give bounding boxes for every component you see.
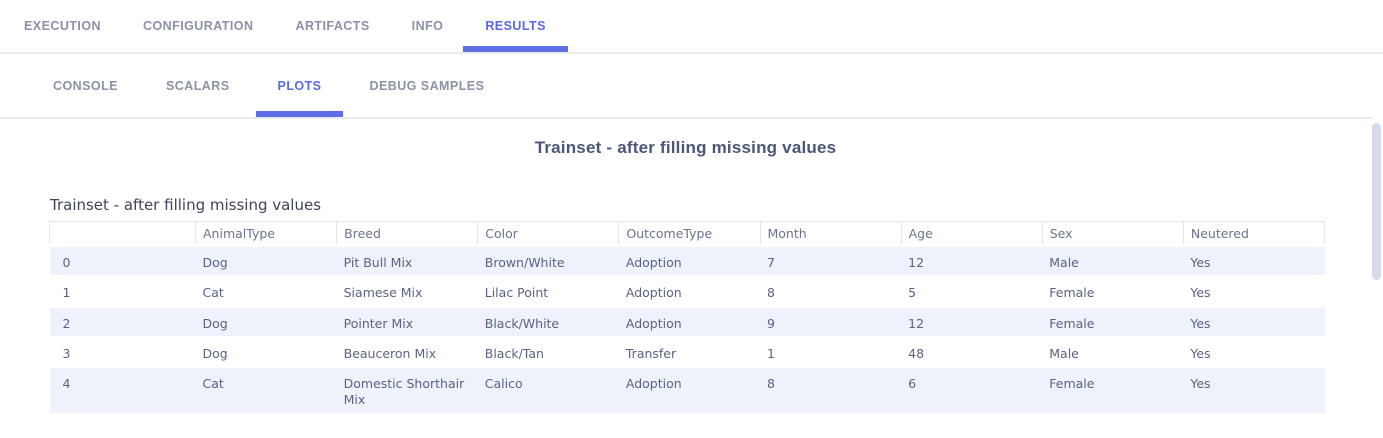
cell-neutered: Yes: [1183, 367, 1325, 415]
col-header-age: Age: [900, 221, 1043, 246]
subtab-scalars[interactable]: SCALARS: [165, 78, 230, 93]
table-row: 0 Dog Pit Bull Mix Brown/White Adoption …: [49, 244, 1325, 278]
vertical-scrollbar[interactable]: [1370, 120, 1383, 438]
cell-outcometype: Adoption: [618, 367, 760, 415]
trainset-table: AnimalType Breed Color OutcomeType Month…: [49, 221, 1326, 415]
cell-outcometype: Adoption: [618, 306, 760, 338]
results-sub-tab-bar: CONSOLE SCALARS PLOTS DEBUG SAMPLES: [0, 54, 1383, 117]
tab-execution[interactable]: EXECUTION: [24, 19, 101, 33]
cell-month: 8: [760, 367, 902, 415]
tab-info[interactable]: INFO: [411, 19, 444, 33]
cell-age: 48: [901, 336, 1043, 369]
cell-index: 4: [49, 367, 196, 415]
scrollbar-thumb[interactable]: [1372, 123, 1381, 280]
cell-color: Black/Tan: [477, 336, 619, 369]
cell-color: Lilac Point: [477, 276, 619, 308]
tab-artifacts[interactable]: ARTIFACTS: [295, 19, 370, 33]
cell-breed: Pit Bull Mix: [336, 244, 478, 278]
top-divider: [0, 52, 1383, 54]
cell-index: 3: [49, 336, 196, 369]
col-header-index: [49, 221, 196, 246]
cell-neutered: Yes: [1183, 336, 1325, 369]
cell-outcometype: Adoption: [618, 276, 760, 308]
tab-configuration[interactable]: CONFIGURATION: [142, 19, 254, 33]
cell-color: Calico: [477, 367, 619, 415]
cell-neutered: Yes: [1183, 306, 1325, 338]
col-header-neutered: Neutered: [1182, 221, 1326, 246]
cell-neutered: Yes: [1183, 244, 1325, 278]
cell-animaltype: Cat: [195, 367, 337, 415]
cell-month: 7: [760, 244, 902, 278]
figure-title: Trainset - after filling missing values: [50, 196, 322, 214]
cell-age: 12: [901, 306, 1043, 338]
cell-breed: Siamese Mix: [336, 276, 478, 308]
cell-sex: Female: [1042, 367, 1184, 415]
cell-month: 8: [760, 276, 902, 308]
col-header-month: Month: [759, 221, 902, 246]
cell-animaltype: Dog: [195, 336, 337, 369]
cell-sex: Female: [1042, 306, 1184, 338]
tab-results[interactable]: RESULTS: [463, 0, 568, 52]
col-header-sex: Sex: [1041, 221, 1184, 246]
cell-outcometype: Transfer: [618, 336, 760, 369]
cell-age: 5: [901, 276, 1043, 308]
col-header-animaltype: AnimalType: [194, 221, 338, 246]
cell-animaltype: Cat: [195, 276, 337, 308]
cell-age: 6: [901, 367, 1043, 415]
col-header-outcometype: OutcomeType: [618, 221, 761, 246]
sub-divider: [0, 117, 1372, 119]
cell-breed: Pointer Mix: [336, 306, 478, 338]
table-row: 4 Cat Domestic Shorthair Mix Calico Adop…: [49, 367, 1325, 415]
cell-index: 2: [49, 306, 196, 338]
cell-outcometype: Adoption: [618, 244, 760, 278]
cell-index: 1: [49, 276, 196, 308]
header-row: AnimalType Breed Color OutcomeType Month…: [49, 221, 1326, 246]
subtab-plots[interactable]: PLOTS: [255, 54, 344, 117]
cell-age: 12: [901, 244, 1043, 278]
table-row: 3 Dog Beauceron Mix Black/Tan Transfer 1…: [49, 336, 1325, 369]
col-header-breed: Breed: [336, 221, 479, 246]
subtab-console[interactable]: CONSOLE: [53, 78, 118, 93]
cell-month: 9: [760, 306, 902, 338]
cell-breed: Domestic Shorthair Mix: [336, 367, 478, 415]
cell-sex: Male: [1042, 336, 1184, 369]
main-tab-bar: EXECUTION CONFIGURATION ARTIFACTS INFO R…: [0, 0, 1383, 52]
cell-index: 0: [49, 244, 196, 278]
cell-animaltype: Dog: [195, 306, 337, 338]
cell-sex: Male: [1042, 244, 1184, 278]
subtab-debug-samples[interactable]: DEBUG SAMPLES: [369, 78, 485, 93]
table-row: 1 Cat Siamese Mix Lilac Point Adoption 8…: [49, 276, 1325, 308]
table-row: 2 Dog Pointer Mix Black/White Adoption 9…: [49, 306, 1325, 338]
cell-color: Brown/White: [477, 244, 619, 278]
cell-color: Black/White: [477, 306, 619, 338]
col-header-color: Color: [477, 221, 620, 246]
table-header: AnimalType Breed Color OutcomeType Month…: [49, 221, 1326, 246]
cell-animaltype: Dog: [195, 244, 337, 278]
cell-month: 1: [760, 336, 902, 369]
cell-neutered: Yes: [1183, 276, 1325, 308]
cell-sex: Female: [1042, 276, 1184, 308]
plot-panel-title: Trainset - after filling missing values: [534, 138, 837, 157]
cell-breed: Beauceron Mix: [336, 336, 478, 369]
